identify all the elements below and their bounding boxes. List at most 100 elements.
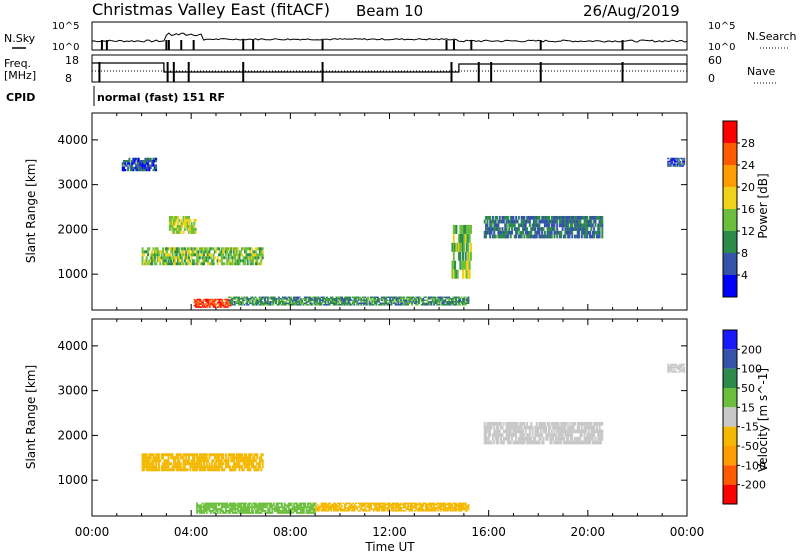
echo-cell	[254, 504, 257, 507]
echo-cell	[156, 468, 159, 472]
echo-cell	[459, 224, 462, 234]
echo-cell	[331, 301, 334, 303]
echo-cell	[264, 299, 267, 302]
echo-cell	[316, 296, 319, 299]
echo-cell	[675, 366, 678, 369]
echo-cell	[571, 421, 574, 426]
echo-cell	[408, 301, 411, 303]
echo-cell	[679, 368, 682, 370]
echo-cell	[170, 250, 173, 254]
echo-cell	[261, 250, 264, 254]
echo-cell	[193, 262, 196, 266]
echo-cell	[367, 504, 370, 506]
echo-cell	[228, 511, 231, 514]
echo-cell	[174, 215, 177, 219]
echo-cell	[444, 296, 447, 299]
echo-cell	[337, 510, 340, 512]
noise-tick-top-right: 10^5	[708, 21, 735, 32]
echo-cell	[228, 504, 231, 507]
echo-cell	[519, 230, 522, 235]
echo-cell	[131, 166, 134, 169]
echo-cell	[493, 421, 496, 426]
echo-cell	[463, 304, 466, 306]
echo-cell	[576, 425, 579, 430]
echo-cell	[487, 433, 490, 437]
echo-cell	[142, 262, 145, 266]
echo-cell	[245, 459, 248, 463]
echo-cell	[136, 162, 139, 165]
echo-cell	[281, 299, 284, 302]
echo-cell	[427, 298, 430, 300]
echo-cell	[204, 508, 207, 511]
echo-cell	[679, 165, 682, 167]
echo-cell	[571, 429, 574, 434]
echo-cell	[218, 462, 220, 466]
echo-cell	[374, 296, 376, 299]
echo-cell	[415, 301, 418, 303]
echo-cell	[285, 504, 288, 507]
echo-cell	[227, 462, 230, 466]
echo-cell	[212, 510, 215, 512]
echo-cell	[238, 459, 241, 463]
echo-cell	[485, 223, 488, 228]
echo-cell	[452, 242, 455, 252]
echo-cell	[673, 369, 676, 372]
echo-cell	[442, 302, 445, 305]
echo-cell	[374, 298, 376, 300]
echo-cell	[177, 230, 180, 234]
echo-cell	[302, 504, 305, 507]
echo-cell	[172, 247, 175, 251]
echo-cell	[589, 421, 592, 426]
echo-cell	[599, 429, 602, 434]
echo-cell	[438, 508, 441, 511]
echo-cell	[258, 459, 261, 463]
echo-cell	[196, 468, 199, 472]
echo-cell	[327, 508, 330, 511]
echo-cell	[591, 234, 594, 239]
echo-cell	[668, 165, 671, 167]
echo-cell	[543, 223, 546, 228]
echo-cell	[589, 234, 592, 239]
echo-cell	[131, 160, 134, 163]
echo-cell	[439, 298, 442, 300]
echo-cell	[396, 304, 398, 306]
echo-cell	[413, 302, 416, 305]
echo-cell	[398, 298, 401, 300]
echo-cell	[308, 510, 311, 512]
echo-cell	[185, 462, 188, 466]
echo-cell	[160, 456, 163, 460]
echo-cell	[202, 504, 205, 507]
echo-cell	[311, 508, 313, 511]
echo-cell	[428, 298, 431, 300]
echo-cell	[550, 219, 553, 224]
echo-cell	[365, 299, 368, 302]
echo-cell	[245, 508, 248, 511]
echo-cell	[493, 425, 496, 430]
echo-cell	[401, 301, 404, 303]
echo-cell	[460, 296, 463, 299]
echo-cell	[464, 233, 467, 243]
echo-cell	[156, 453, 159, 457]
echo-cell	[553, 234, 556, 239]
echo-cell	[198, 468, 201, 472]
echo-cell	[449, 508, 452, 511]
echo-cell	[483, 425, 486, 430]
echo-cell	[517, 223, 520, 228]
echo-cell	[275, 506, 278, 509]
echo-cell	[456, 242, 459, 252]
echo-cell	[223, 304, 226, 307]
echo-cell	[550, 436, 553, 441]
echo-cell	[316, 504, 319, 506]
echo-cell	[175, 465, 178, 469]
echo-cell	[358, 296, 361, 299]
echo-cell	[332, 302, 335, 305]
echo-cell	[264, 302, 267, 305]
echo-cell	[567, 440, 570, 445]
echo-cell	[676, 365, 679, 367]
echo-cell	[565, 440, 568, 445]
echo-cell	[147, 168, 150, 172]
echo-cell	[230, 453, 233, 457]
echo-cell	[505, 436, 508, 441]
echo-cell	[546, 215, 549, 220]
echo-cell	[145, 453, 148, 457]
